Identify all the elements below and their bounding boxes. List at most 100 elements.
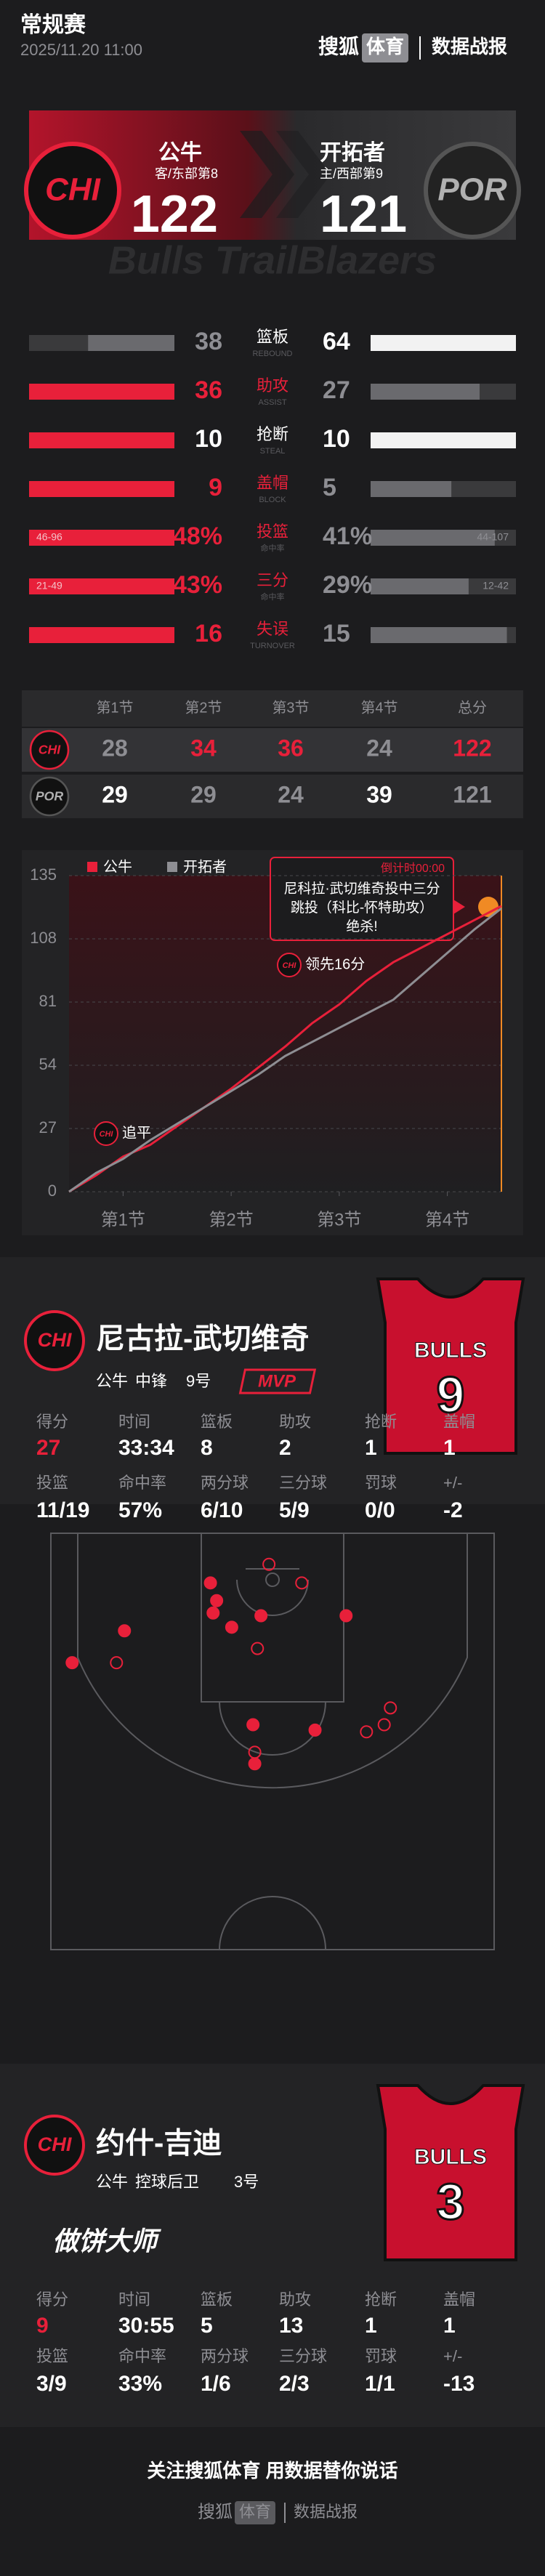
- stat-value: 5: [323, 474, 336, 501]
- stat-value: 38: [195, 328, 222, 355]
- jersey-number: 9: [437, 1366, 465, 1423]
- jersey-number: 3: [437, 2173, 465, 2229]
- bar: [29, 481, 174, 497]
- table-header-bg: [22, 690, 523, 727]
- player-badge: 做饼大师: [52, 2226, 161, 2256]
- shot-made: [308, 1723, 322, 1737]
- table-score: 29: [190, 781, 217, 807]
- player-stat-value: 0/0: [365, 1498, 395, 1522]
- series-line: [68, 907, 502, 1193]
- table-header: 第2节: [185, 699, 222, 716]
- player-stat-label: 罚球: [365, 1474, 397, 1492]
- player-stat-value: -2: [443, 1498, 463, 1522]
- player-stat-label: 得分: [36, 1413, 68, 1431]
- shot-made: [210, 1594, 224, 1607]
- team-logo-text: POR: [36, 789, 64, 804]
- team-logo-text: CHI: [39, 743, 62, 757]
- stat-value: 29%: [323, 571, 372, 599]
- jersey-text: BULLS: [414, 1339, 487, 1362]
- stat-value: 41%: [323, 522, 372, 550]
- table-row-bg: [22, 775, 523, 818]
- y-tick-label: 108: [30, 929, 57, 947]
- three-point-line: [77, 1533, 468, 1789]
- basketball-icon: [478, 897, 498, 917]
- table-header: 第1节: [96, 699, 133, 716]
- player-stat-value: 9: [36, 2314, 49, 2338]
- stat-sublabel: ASSIST: [258, 398, 286, 407]
- stat-sublabel: TURNOVER: [250, 642, 295, 650]
- player-stat-label: 篮板: [201, 2290, 233, 2309]
- stat-value: 36: [195, 376, 222, 404]
- bar: [371, 627, 507, 643]
- team-logo: [94, 1121, 118, 1146]
- legend-swatch: [167, 862, 177, 872]
- player-stat-label: +/-: [443, 2347, 462, 2365]
- annotation-line: 尼科拉·武切维奇投中三分: [283, 881, 440, 897]
- shot-missed: [262, 1557, 276, 1571]
- player-stat-label: 投篮: [36, 1474, 68, 1492]
- team-logo: [277, 953, 302, 977]
- annotation-tie: 追平: [122, 1124, 151, 1141]
- stat-label: 投篮: [257, 522, 288, 541]
- team-score: 121: [320, 185, 407, 243]
- footer-brand-box-text: 体育: [239, 2503, 271, 2521]
- stat-value: 48%: [173, 522, 222, 550]
- y-tick-label: 54: [39, 1055, 57, 1073]
- annotation-clock: 倒计时00:00: [381, 862, 445, 875]
- footer-brand-box: [235, 2501, 275, 2524]
- bar: [371, 384, 480, 400]
- stat-sublabel: BLOCK: [259, 496, 286, 504]
- stat-label: 篮板: [257, 328, 288, 346]
- stat-label: 三分: [257, 571, 288, 589]
- shot-made: [118, 1624, 132, 1638]
- bar: [371, 432, 516, 448]
- annotation-line: 跳投（科比-怀特助攻）: [291, 900, 433, 916]
- table-row-bg: [22, 728, 523, 772]
- team-logo-text: POR: [437, 172, 507, 208]
- player-stat-value: 1: [443, 2314, 456, 2338]
- bar-detail: 12-42: [483, 580, 509, 591]
- jersey-text: BULLS: [414, 2145, 487, 2169]
- bar: [29, 432, 174, 448]
- team-logo-text: CHI: [283, 961, 297, 970]
- brand-box: [362, 33, 408, 62]
- footer-section: 数据战报: [294, 2503, 358, 2521]
- stat-value: 16: [195, 620, 222, 647]
- x-tick-label: 第3节: [317, 1210, 361, 1230]
- center-circle: [219, 1896, 326, 1950]
- y-tick-label: 135: [30, 865, 57, 884]
- legend-label: 开拓者: [183, 858, 227, 875]
- footer-brand: 搜狐: [198, 2502, 233, 2522]
- player-stat-label: 时间: [118, 2290, 150, 2309]
- stat-sublabel: 命中率: [261, 591, 285, 602]
- player-stat-label: 助攻: [279, 2290, 311, 2309]
- bar-detail: 46-96: [36, 531, 62, 543]
- player-stat-label: 三分球: [279, 1474, 327, 1492]
- shot-missed: [251, 1642, 265, 1655]
- team-score: 122: [131, 185, 218, 243]
- legend-swatch: [87, 862, 97, 872]
- bar: [29, 530, 174, 546]
- player-stat-label: 助攻: [279, 1413, 311, 1431]
- watermark: Bulls TrailBlazers: [108, 238, 437, 282]
- player-stat-value: 13: [279, 2314, 303, 2338]
- footer-slogan: 关注搜狐体育 用数据替你说话: [147, 2460, 397, 2482]
- bar: [371, 335, 516, 351]
- header-title: 常规赛: [20, 12, 86, 37]
- player-stat-label: 盖帽: [443, 1413, 475, 1431]
- stat-value: 10: [195, 425, 222, 453]
- stat-sublabel: REBOUND: [252, 350, 292, 358]
- bar: [371, 530, 495, 546]
- stat-label: 盖帽: [257, 474, 288, 492]
- team-logo: [29, 730, 70, 770]
- bar: [29, 384, 174, 400]
- hoop: [265, 1572, 280, 1587]
- bar-detail: 44-107: [477, 531, 509, 543]
- stat-sublabel: 命中率: [261, 543, 285, 553]
- table-score: 28: [102, 735, 128, 761]
- player-stat-value: 33:34: [118, 1436, 174, 1460]
- bar: [371, 481, 452, 497]
- team-logo: [424, 142, 521, 239]
- brand: 搜狐: [318, 35, 359, 57]
- shot-missed: [360, 1725, 374, 1739]
